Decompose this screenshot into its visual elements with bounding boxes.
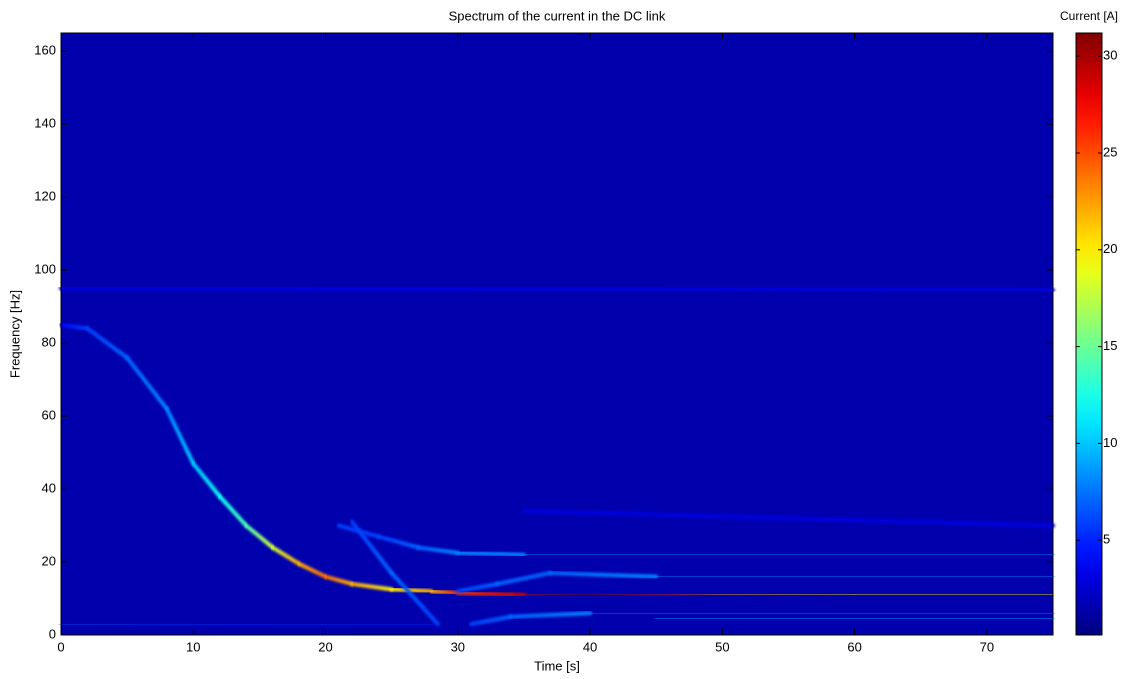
spectral-ridge — [349, 581, 394, 592]
spectral-ridge — [455, 591, 526, 597]
y-tick-label: 60 — [42, 408, 56, 423]
spectral-ridge — [217, 494, 249, 528]
spectral-ridge — [548, 570, 659, 579]
spectral-ridge — [389, 570, 440, 627]
spectral-ridge — [429, 589, 460, 596]
spectral-ridge — [85, 326, 130, 360]
x-tick-label: 40 — [583, 639, 597, 654]
spectral-ridge — [59, 286, 1055, 293]
spectral-ridge — [336, 523, 381, 539]
y-tick-label: 120 — [34, 189, 56, 204]
spectrogram-background — [61, 33, 1053, 635]
x-tick-label: 20 — [318, 639, 332, 654]
y-tick-label: 40 — [42, 480, 56, 495]
x-axis-label: Time [s] — [534, 658, 580, 673]
spectral-ridge — [521, 508, 1055, 528]
colorbar-tick-label: 5 — [1103, 532, 1110, 547]
colorbar-label: Current [A] — [1060, 9, 1118, 23]
spectral-ridge — [416, 545, 460, 555]
y-tick-label: 80 — [42, 335, 56, 350]
colorbar-tick-label: 20 — [1103, 241, 1117, 256]
y-tick-label: 160 — [34, 43, 56, 58]
spectral-ridge — [244, 523, 275, 550]
colorbar-tick-label: 25 — [1103, 144, 1117, 159]
spectral-ridge — [469, 614, 513, 627]
spectral-ridge — [455, 550, 526, 557]
x-tick-label: 70 — [980, 639, 994, 654]
chart-title: Spectrum of the current in the DC link — [449, 8, 666, 23]
colorbar-tick-label: 15 — [1103, 338, 1117, 353]
spectral-ridge — [495, 570, 553, 586]
y-axis-label: Frequency [Hz] — [7, 290, 22, 378]
y-tick-label: 20 — [42, 553, 56, 568]
spectral-ridge — [455, 581, 500, 594]
spectral-ridge — [59, 322, 90, 331]
colorbar-tick-label: 10 — [1103, 435, 1117, 450]
spectral-ridge — [125, 355, 169, 411]
spectral-ridge — [164, 406, 196, 466]
y-tick-label: 140 — [34, 116, 56, 131]
x-tick-label: 30 — [451, 639, 465, 654]
plot-frame — [60, 32, 1054, 636]
spectral-ridge — [191, 461, 222, 499]
spectral-ridge — [389, 587, 434, 594]
spectral-ridge — [270, 545, 302, 566]
spectral-ridge — [323, 574, 354, 586]
y-tick-label: 0 — [49, 626, 56, 641]
y-tick-label: 100 — [34, 262, 56, 277]
x-tick-label: 10 — [186, 639, 200, 654]
x-tick-label: 0 — [57, 639, 64, 654]
spectral-ridge — [508, 611, 593, 619]
spectral-ridge — [376, 534, 421, 550]
colorbar — [1075, 32, 1103, 636]
x-tick-label: 50 — [715, 639, 729, 654]
colorbar-tick-label: 30 — [1103, 48, 1117, 63]
x-tick-label: 60 — [847, 639, 861, 654]
spectral-ridge — [297, 561, 328, 579]
